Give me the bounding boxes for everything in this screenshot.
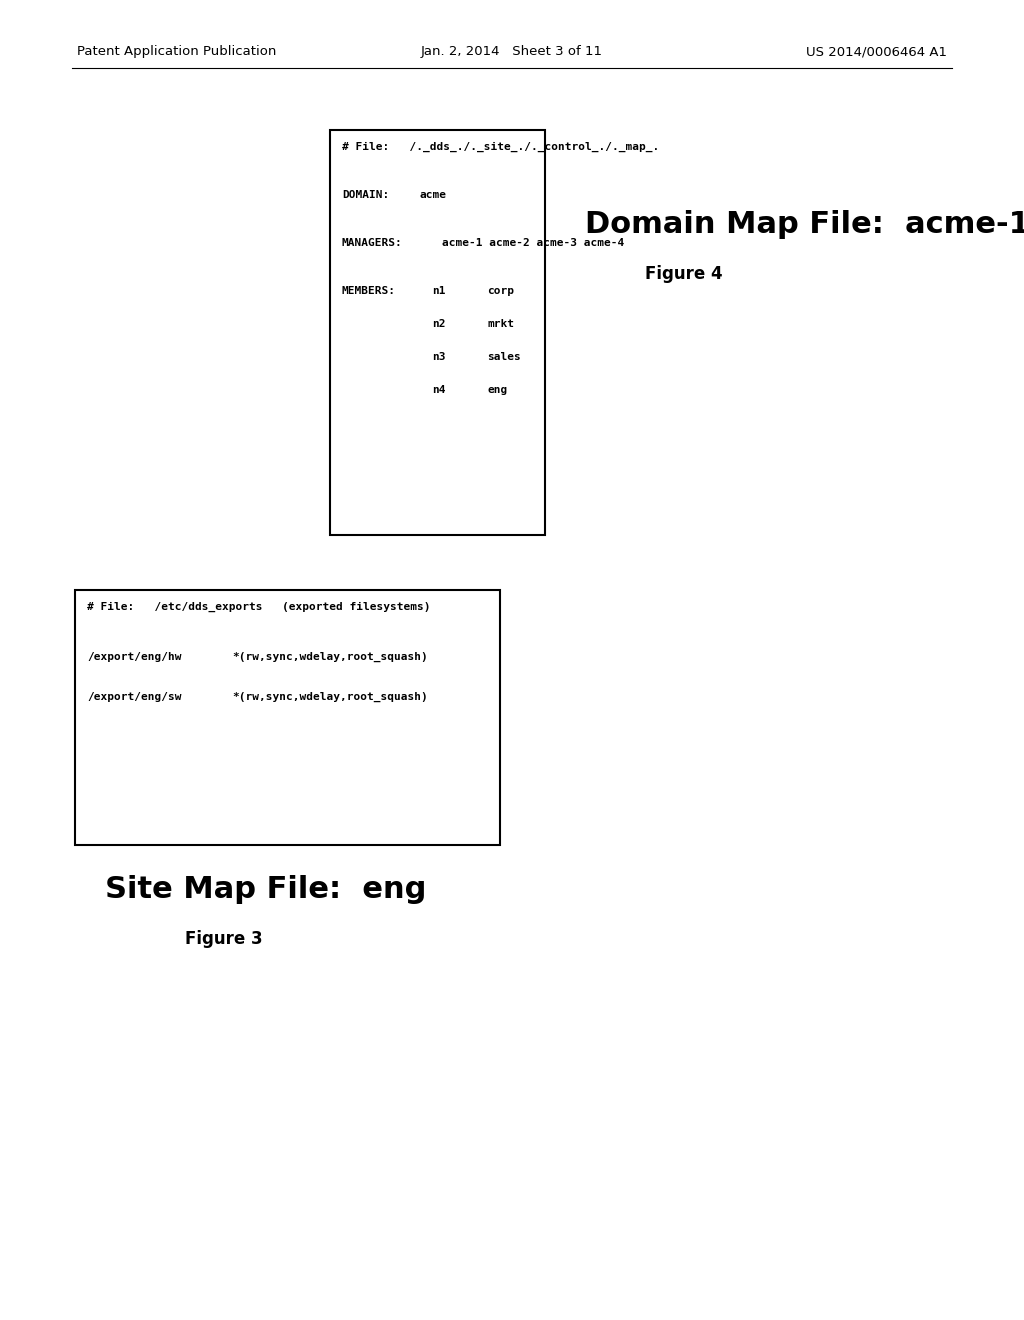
Bar bbox=[330, 129, 545, 535]
Text: Patent Application Publication: Patent Application Publication bbox=[77, 45, 276, 58]
Text: /export/eng/hw: /export/eng/hw bbox=[87, 652, 181, 663]
Text: DOMAIN:: DOMAIN: bbox=[342, 190, 389, 201]
Text: US 2014/0006464 A1: US 2014/0006464 A1 bbox=[806, 45, 947, 58]
Text: acme: acme bbox=[420, 190, 447, 201]
Text: n1: n1 bbox=[432, 286, 445, 296]
Text: Domain Map File:  acme-1: Domain Map File: acme-1 bbox=[585, 210, 1024, 239]
Text: MANAGERS:: MANAGERS: bbox=[342, 238, 402, 248]
Text: n4: n4 bbox=[432, 385, 445, 395]
Text: *(rw,sync,wdelay,root_squash): *(rw,sync,wdelay,root_squash) bbox=[232, 692, 428, 702]
Text: /export/eng/sw: /export/eng/sw bbox=[87, 692, 181, 702]
Text: corp: corp bbox=[487, 286, 514, 296]
Text: MEMBERS:: MEMBERS: bbox=[342, 286, 396, 296]
Text: Jan. 2, 2014   Sheet 3 of 11: Jan. 2, 2014 Sheet 3 of 11 bbox=[421, 45, 603, 58]
Text: acme-1 acme-2 acme-3 acme-4: acme-1 acme-2 acme-3 acme-4 bbox=[442, 238, 625, 248]
Text: mrkt: mrkt bbox=[487, 319, 514, 329]
Text: n2: n2 bbox=[432, 319, 445, 329]
Text: Figure 3: Figure 3 bbox=[185, 931, 262, 948]
Text: *(rw,sync,wdelay,root_squash): *(rw,sync,wdelay,root_squash) bbox=[232, 652, 428, 663]
Text: n3: n3 bbox=[432, 352, 445, 362]
Text: # File:   /etc/dds_exports: # File: /etc/dds_exports bbox=[87, 602, 262, 612]
Text: eng: eng bbox=[487, 385, 507, 395]
Text: # File:   /._dds_./._site_./._control_./._map_.: # File: /._dds_./._site_./._control_./._… bbox=[342, 143, 659, 152]
Bar bbox=[75, 590, 500, 845]
Text: Site Map File:  eng: Site Map File: eng bbox=[105, 875, 426, 904]
Text: sales: sales bbox=[487, 352, 521, 362]
Text: (exported filesystems): (exported filesystems) bbox=[282, 602, 430, 612]
Text: Figure 4: Figure 4 bbox=[645, 265, 723, 282]
